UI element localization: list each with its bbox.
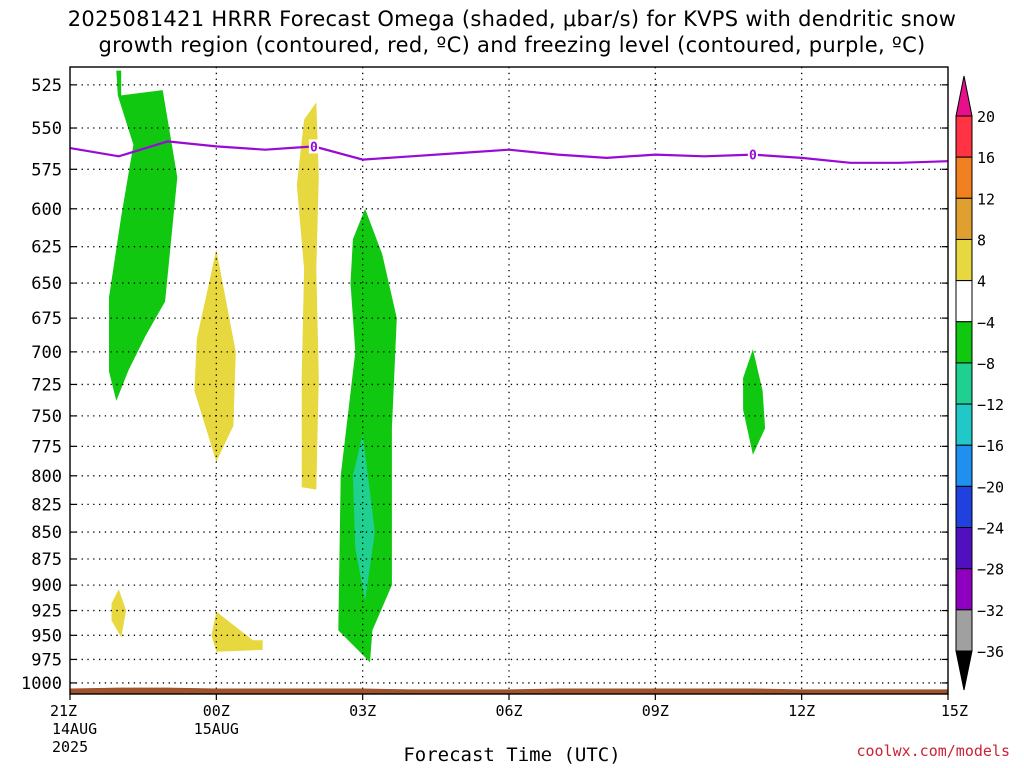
x-axis-title: Forecast Time (UTC) <box>403 744 621 766</box>
freezing-level-label-bg <box>308 139 319 154</box>
y-tick-label: 850 <box>31 523 62 543</box>
freezing-level-label: 0 <box>310 140 318 155</box>
x-tick-label: 2025 <box>52 738 88 756</box>
y-tick-label: 700 <box>31 343 62 363</box>
colorbar-swatch <box>955 280 973 323</box>
colorbar-label: 8 <box>977 231 986 249</box>
omega-region-5 <box>111 589 127 638</box>
y-tick-label: 525 <box>31 76 62 96</box>
colorbar-swatch <box>955 609 973 652</box>
colorbar-swatch <box>955 568 973 611</box>
colorbar-swatch <box>955 485 973 529</box>
omega-region-2 <box>296 102 319 490</box>
freezing-level-label: 0 <box>749 149 757 164</box>
colorbar-label: −20 <box>977 478 1004 496</box>
y-tick-label: 675 <box>31 309 62 329</box>
x-tick-label: 03Z <box>349 702 376 720</box>
x-tick-label: 12Z <box>788 702 815 720</box>
colorbar-swatch <box>955 197 973 240</box>
x-tick-label: 06Z <box>495 702 522 720</box>
y-tick-label: 875 <box>31 550 62 570</box>
y-tick-label: 625 <box>31 238 62 258</box>
colorbar-label: −28 <box>977 561 1004 579</box>
ground-fill <box>70 687 948 694</box>
colorbar-label: 4 <box>977 273 986 291</box>
x-tick-label: 09Z <box>642 702 669 720</box>
omega-region-0 <box>109 70 178 401</box>
axes-layer: 525 550 575 600 625 650 675 700 725 750 775 800 825 8… <box>21 66 968 756</box>
omega-region-4 <box>352 434 375 601</box>
colorbar-label: 20 <box>977 108 995 126</box>
y-tick-label: 950 <box>31 626 62 646</box>
omega-region-7 <box>743 349 766 455</box>
colorbar-label: −24 <box>977 520 1004 538</box>
plot-fill-layer <box>109 70 766 663</box>
y-tick-label: 550 <box>31 119 62 139</box>
colorbar-label: −32 <box>977 602 1004 620</box>
freezing-level-line <box>69 140 949 164</box>
colorbar-swatch <box>955 362 973 405</box>
omega-region-3 <box>338 208 397 663</box>
colorbar-label: −8 <box>977 355 995 373</box>
y-tick-label: 725 <box>31 375 62 395</box>
colorbar-swatch <box>955 115 973 158</box>
credit-link[interactable]: coolwx.com/models <box>856 742 1010 760</box>
colorbar-swatch <box>955 403 973 446</box>
y-tick-label: 650 <box>31 274 62 294</box>
grid-layer <box>70 67 948 694</box>
contour-layer: 00 <box>69 139 949 164</box>
x-tick-label: 14AUG <box>52 720 97 738</box>
y-tick-label: 975 <box>31 650 62 670</box>
y-tick-label: 600 <box>31 200 62 220</box>
colorbar-label: −16 <box>977 437 1004 455</box>
colorbar-top-arrow <box>955 75 973 117</box>
freezing-level-label-bg <box>747 147 758 162</box>
colorbar-swatch <box>955 321 973 364</box>
colorbar-label: 12 <box>977 190 995 208</box>
x-tick-label: 21Z <box>50 702 77 720</box>
x-tick-label: 15AUG <box>194 720 239 738</box>
colorbar-swatch <box>955 238 973 282</box>
y-tick-label: 575 <box>31 160 62 180</box>
x-tick-label: 00Z <box>203 702 230 720</box>
x-tick-label: 15Z <box>941 702 968 720</box>
colorbar-label: 16 <box>977 149 995 167</box>
colorbar-swatch <box>955 444 973 487</box>
y-tick-label: 800 <box>31 467 62 487</box>
omega-region-6 <box>211 611 263 652</box>
colorbar-swatch <box>955 527 973 570</box>
colorbar-label: −12 <box>977 396 1004 414</box>
colorbar-bottom-arrow <box>955 650 973 691</box>
colorbar-label: −4 <box>977 314 995 332</box>
y-tick-label: 925 <box>31 602 62 622</box>
chart-title: 2025081421 HRRR Forecast Omega (shaded, … <box>67 7 957 57</box>
colorbar: 20 16 12 8 4 −4 −8 −12 −16 −20 −24 −28 −32 −36 <box>955 75 1004 691</box>
colorbar-label: −36 <box>977 643 1004 661</box>
ground-layer <box>70 687 948 694</box>
y-tick-label: 900 <box>31 576 62 596</box>
y-tick-label: 775 <box>31 437 62 457</box>
y-tick-label: 1000 <box>21 674 62 694</box>
omega-region-1 <box>194 249 236 462</box>
y-tick-label: 750 <box>31 407 62 427</box>
colorbar-swatch <box>955 156 973 199</box>
y-tick-label: 825 <box>31 495 62 515</box>
